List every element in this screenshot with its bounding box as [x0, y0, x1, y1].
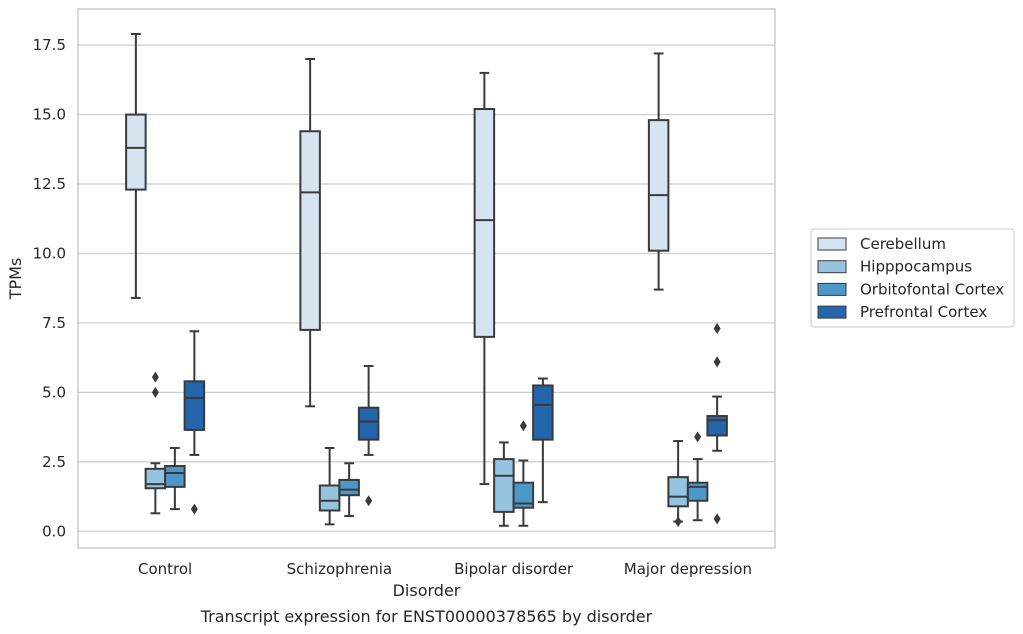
- box-iqr: [144, 467, 167, 490]
- x-tick-label: Control: [138, 560, 192, 578]
- y-tick-label: 5.0: [42, 383, 66, 401]
- legend-swatch: [817, 237, 847, 251]
- box-group: [706, 323, 728, 525]
- box-iqr: [318, 484, 341, 512]
- box-iqr: [338, 478, 360, 497]
- box-iqr: [647, 119, 670, 252]
- y-tick-label: 12.5: [33, 175, 66, 193]
- box-group: [318, 446, 341, 526]
- box-group: [512, 420, 535, 527]
- outlier-point: [190, 503, 198, 515]
- box-iqr: [532, 384, 554, 441]
- box-group: [667, 440, 689, 528]
- chart-title: Transcript expression for ENST0000037856…: [200, 607, 653, 626]
- legend-label: Hipppocampus: [860, 258, 972, 276]
- box-group: [493, 441, 515, 527]
- y-axis-title: TPMs: [6, 258, 25, 301]
- legend: Cerebellum Hipppocampus Orbitofontal Corte…: [810, 228, 1015, 328]
- x-tick-label: Schizophrenia: [287, 560, 392, 578]
- y-tick-label: 7.5: [42, 314, 66, 332]
- outlier-point: [713, 356, 721, 368]
- legend-label: Orbitofontal Cortex: [860, 280, 1004, 298]
- box-iqr: [667, 476, 689, 508]
- box-iqr: [183, 380, 206, 431]
- legend-swatch: [817, 260, 847, 274]
- box-group: [532, 377, 554, 504]
- plot-area-frame: [77, 8, 776, 549]
- legend-swatch: [817, 282, 847, 296]
- y-tick-label: 17.5: [33, 36, 66, 54]
- box-group: [686, 431, 709, 522]
- box-iqr: [473, 108, 496, 338]
- box-groups: [125, 33, 728, 528]
- box-group: [338, 462, 360, 518]
- box-group: [647, 52, 670, 291]
- outlier-point: [519, 420, 527, 432]
- legend-label: Prefrontal Cortex: [860, 303, 987, 321]
- box-iqr: [493, 458, 515, 513]
- legend-swatch: [817, 305, 847, 319]
- legend-items: Cerebellum Hipppocampus Orbitofontal Corte…: [817, 235, 1004, 321]
- box-iqr: [125, 113, 147, 191]
- legend-frame: [810, 228, 1015, 328]
- x-tick-label: Bipolar disorder: [454, 560, 574, 578]
- outlier-point: [713, 513, 721, 525]
- box-group: [125, 33, 147, 299]
- outlier-point: [713, 323, 721, 335]
- box-group: [299, 58, 321, 408]
- outlier-point: [151, 386, 159, 398]
- legend-label: Cerebellum: [860, 235, 946, 253]
- box-iqr: [706, 415, 728, 437]
- box-group: [144, 371, 167, 515]
- x-axis-title: Disorder: [393, 581, 461, 600]
- box-iqr: [357, 406, 380, 441]
- box-iqr: [299, 130, 321, 331]
- y-tick-labels: 0.0 2.5 5.0 7.5 10.0 12.5 15.0 17.5: [33, 36, 66, 540]
- x-tick-labels: Control Schizophrenia Bipolar disorder Majo…: [138, 560, 752, 578]
- gridlines: [78, 44, 775, 532]
- box-group: [183, 330, 206, 515]
- y-tick-label: 2.5: [42, 453, 66, 471]
- box-group: [357, 365, 380, 507]
- outlier-point: [694, 431, 702, 443]
- x-tick-label: Major depression: [624, 560, 752, 578]
- box-group: [164, 446, 186, 511]
- box-iqr: [512, 481, 535, 509]
- box-group: [473, 71, 496, 486]
- y-tick-label: 10.0: [33, 244, 66, 262]
- outlier-point: [365, 495, 373, 507]
- y-tick-label: 0.0: [42, 522, 66, 540]
- y-tick-label: 15.0: [33, 106, 66, 124]
- outlier-point: [674, 516, 682, 528]
- box-iqr: [164, 465, 186, 488]
- outlier-point: [151, 371, 159, 383]
- box-iqr: [686, 481, 709, 502]
